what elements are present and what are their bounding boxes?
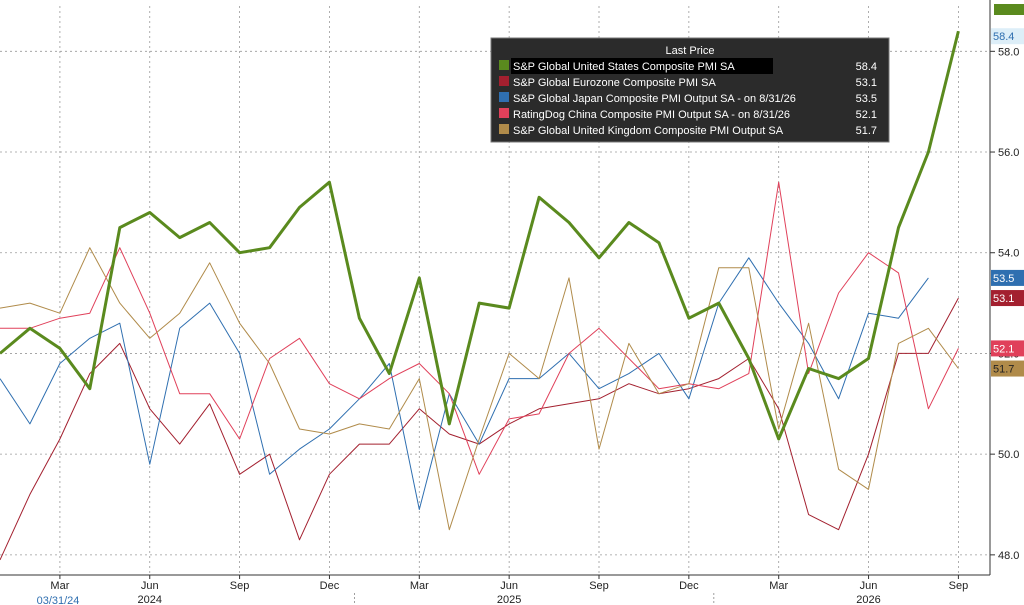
- legend-swatch: [499, 76, 509, 86]
- y-tick-label: 50.0: [998, 449, 1019, 461]
- legend-entry: RatingDog China Composite PMI Output SA …: [513, 109, 790, 121]
- price-tag-label: 53.5: [993, 273, 1014, 285]
- legend-entry: S&P Global Eurozone Composite PMI SA: [513, 77, 716, 89]
- x-tick-label: Sep: [230, 580, 250, 592]
- x-tick-label: Mar: [410, 580, 429, 592]
- legend-entry: S&P Global United Kingdom Composite PMI …: [513, 125, 784, 137]
- series-line: [0, 297, 959, 561]
- legend-highlight: [511, 58, 773, 74]
- us-current-marker: [994, 4, 1024, 15]
- series-line: [0, 247, 959, 531]
- price-tag: [991, 28, 1024, 45]
- legend: Last Price S&P Global United States Compo…: [490, 37, 890, 143]
- legend-swatch: [499, 108, 509, 118]
- price-tag: [991, 290, 1024, 307]
- price-tag: [991, 340, 1024, 357]
- series-line: [0, 181, 959, 475]
- x-tick-label: Dec: [679, 580, 699, 592]
- price-tag-label: 51.7: [993, 364, 1014, 376]
- x-tick-label: Dec: [320, 580, 340, 592]
- year-label: 2026: [856, 594, 880, 605]
- legend-value: 51.7: [856, 125, 877, 137]
- legend-value: 52.1: [856, 109, 877, 121]
- legend-swatch: [499, 124, 509, 134]
- legend-entry: S&P Global Japan Composite PMI Output SA…: [513, 93, 796, 105]
- y-tick-label: 56.0: [998, 147, 1019, 159]
- x-tick-label: Sep: [949, 580, 969, 592]
- legend-swatch: [499, 60, 509, 70]
- series-lines: [0, 30, 960, 561]
- x-tick-label: Mar: [769, 580, 788, 592]
- legend-value: 53.5: [856, 93, 877, 105]
- legend-swatch: [499, 92, 509, 102]
- year-label: 2025: [497, 594, 521, 605]
- last-price-tags: 58.4 53.5 53.1 52.1 51.7: [991, 4, 1024, 377]
- price-tag-label: 58.4: [993, 31, 1014, 43]
- legend-title: Last Price: [666, 45, 715, 57]
- price-tag-label: 52.1: [993, 343, 1014, 355]
- legend-box: [490, 37, 890, 143]
- price-tag-label: 53.1: [993, 293, 1014, 305]
- x-tick-label: Mar: [50, 580, 69, 592]
- price-tag: [991, 360, 1024, 377]
- y-tick-label: 58.0: [998, 46, 1019, 58]
- y-tick-label: 48.0: [998, 550, 1019, 562]
- x-tick-label: Jun: [500, 580, 518, 592]
- year-label: 2024: [138, 594, 162, 605]
- y-tick-label: 54.0: [998, 248, 1019, 260]
- x-tick-label: Sep: [589, 580, 609, 592]
- price-tag: [991, 269, 1024, 286]
- legend-value: 58.4: [856, 61, 877, 73]
- series-line: [0, 30, 960, 441]
- x-tick-label: Jun: [141, 580, 159, 592]
- series-line: [0, 257, 929, 510]
- start-date-label: 03/31/24: [37, 595, 80, 605]
- legend-value: 53.1: [856, 77, 877, 89]
- legend-entry: S&P Global United States Composite PMI S…: [513, 61, 735, 73]
- x-tick-label: Jun: [860, 580, 878, 592]
